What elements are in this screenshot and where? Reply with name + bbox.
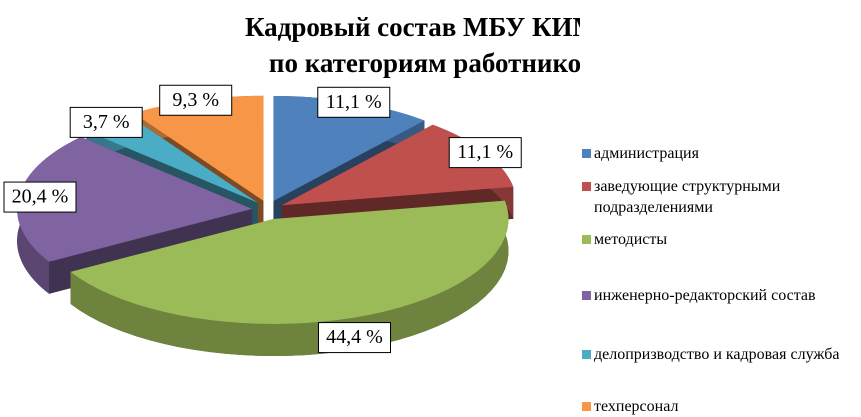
value-label-box (69, 106, 143, 138)
value-label: 3,7 % (83, 111, 130, 133)
value-label-box (3, 181, 77, 213)
legend-item: инженерно-редакторский состав (582, 285, 857, 306)
legend-label: делопризводство и кадровая служба (594, 346, 840, 363)
slice (17, 137, 253, 262)
legend-swatch (582, 149, 591, 158)
value-label: 9,3 % (172, 89, 219, 111)
legend-item: заведующие структурными подразделениями (582, 176, 857, 218)
legend-label: заведующие структурными подразделениями (594, 178, 781, 216)
value-label: 20,4 % (12, 186, 69, 208)
legend-swatch (582, 235, 591, 244)
legend-item: техперсонал (582, 396, 857, 417)
legend-swatch (582, 291, 591, 300)
slice (70, 200, 509, 325)
legend-label: техперсонал (594, 398, 679, 415)
legend-swatch (582, 182, 591, 191)
slice-side (70, 200, 509, 357)
legend-label: инженерно-редакторский состав (594, 287, 816, 304)
chart-title: по категориям работников (269, 48, 580, 78)
legend-label: методисты (594, 231, 668, 248)
value-label-box (159, 84, 233, 116)
slice (273, 95, 425, 201)
legend-swatch (582, 350, 591, 359)
value-label-box (317, 86, 391, 118)
legend-item: администрация (582, 143, 857, 164)
slice (70, 200, 509, 357)
value-label: 11,1 % (457, 141, 513, 163)
legend: администрация заведующие структурными под… (582, 0, 857, 417)
value-label-box (318, 322, 392, 354)
legend-label: администрация (594, 145, 699, 162)
legend-item: делопризводство и кадровая служба (582, 344, 857, 365)
legend-swatch (582, 402, 591, 411)
value-label: 44,4 % (326, 326, 383, 348)
value-label: 11,1 % (326, 91, 382, 113)
chart-title: Кадровый состав МБУ КИМЦ (245, 12, 580, 42)
legend-item: методисты (582, 229, 857, 250)
value-label-box (448, 137, 522, 169)
chart: Кадровый состав МБУ КИМЦ по категориям р… (3, 12, 580, 357)
slice (133, 95, 264, 201)
